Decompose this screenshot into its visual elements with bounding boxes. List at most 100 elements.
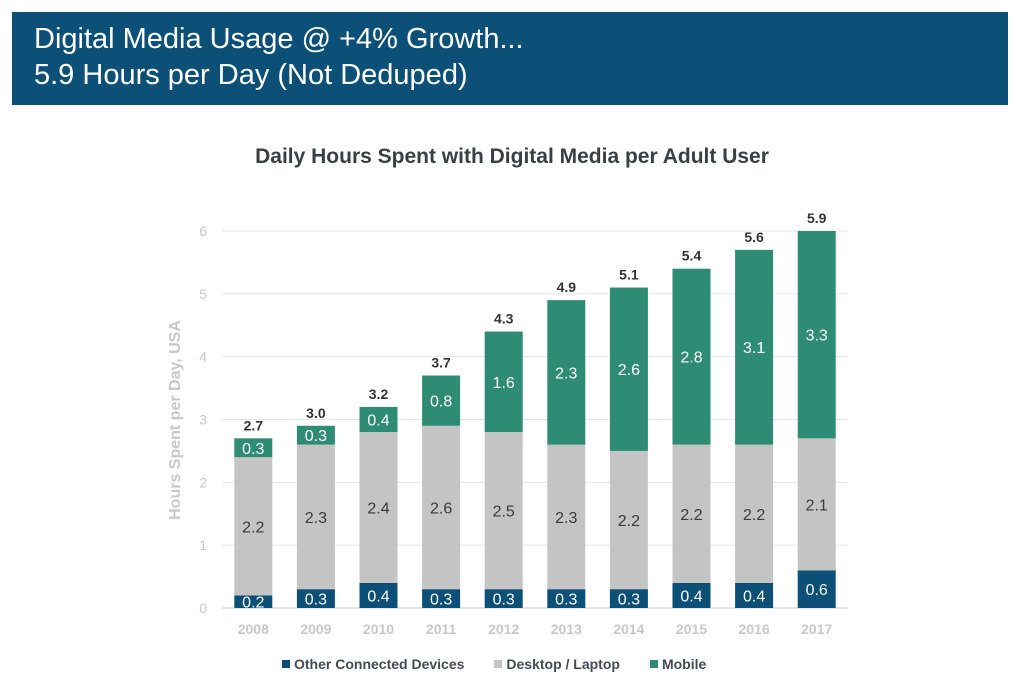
bar-segment [547, 589, 586, 608]
data-label: 2.8 [680, 350, 702, 367]
data-label: 3.1 [743, 340, 765, 357]
y-tick-label: 2 [199, 474, 207, 490]
bar-segment [672, 268, 711, 445]
y-tick-label: 0 [199, 600, 207, 616]
data-label: 0.3 [555, 592, 577, 609]
data-label: 2.6 [430, 500, 452, 517]
bar-segment [484, 331, 523, 433]
total-label: 3.7 [431, 355, 451, 371]
x-tick-label: 2012 [488, 621, 519, 637]
total-label: 2.7 [244, 417, 264, 433]
bar-segment [296, 425, 335, 445]
bar-segment [296, 444, 335, 590]
bar-segment [735, 582, 774, 608]
data-label: 0.3 [242, 441, 264, 458]
data-label: 0.3 [305, 592, 327, 609]
y-tick-label: 4 [199, 349, 207, 365]
data-label: 0.3 [618, 592, 640, 609]
bar-segment [234, 595, 273, 608]
data-label: 0.3 [305, 428, 327, 445]
bar-segment [359, 432, 398, 583]
legend-swatch [649, 660, 658, 668]
bar-segment [797, 570, 836, 608]
data-label: 2.2 [618, 513, 640, 530]
bar-segment [609, 450, 648, 590]
x-tick-label: 2009 [300, 621, 331, 637]
y-axis-label: Hours Spent per Day, USA [167, 320, 184, 520]
legend-label: Other Connected Devices [294, 656, 465, 672]
header-line-1: Digital Media Usage @ +4% Growth... [34, 23, 524, 55]
y-tick-label: 3 [199, 412, 207, 428]
total-label: 4.9 [557, 279, 577, 295]
bar-segment [797, 231, 836, 439]
bar-segment [609, 589, 648, 608]
total-label: 3.0 [306, 405, 326, 421]
data-label: 2.3 [305, 510, 327, 527]
bar-segment [484, 432, 523, 590]
header-line-2: 5.9 Hours per Day (Not Deduped) [34, 59, 468, 91]
legend-item: Other Connected Devices [282, 656, 464, 672]
data-label: 2.6 [618, 362, 640, 379]
data-label: 2.2 [743, 507, 765, 524]
total-label: 4.3 [494, 311, 514, 327]
bar-segment [672, 444, 711, 583]
x-tick-label: 2011 [426, 621, 457, 637]
data-label: 0.4 [680, 588, 702, 605]
data-label: 3.3 [806, 328, 828, 345]
total-label: 5.1 [619, 267, 639, 283]
bar-segment [359, 582, 398, 608]
data-label: 0.3 [430, 592, 452, 609]
y-tick-label: 6 [199, 223, 207, 239]
data-label: 0.4 [743, 588, 765, 605]
bar-segment [296, 589, 335, 608]
legend-swatch [494, 660, 503, 668]
data-label: 0.8 [430, 394, 452, 411]
data-label: 0.6 [806, 582, 828, 599]
x-tick-label: 2010 [363, 621, 394, 637]
y-tick-label: 1 [199, 537, 207, 553]
legend-item: Mobile [649, 656, 707, 672]
legend-item: Desktop / Laptop [494, 656, 620, 672]
bar-segment [422, 375, 461, 426]
bar-segment [609, 287, 648, 451]
y-tick-label: 5 [199, 286, 207, 302]
bar-segment [547, 300, 586, 445]
legend-swatch [282, 660, 290, 668]
bar-segment [547, 444, 586, 590]
x-tick-label: 2016 [739, 621, 770, 637]
data-label: 0.4 [367, 413, 389, 430]
x-tick-label: 2017 [801, 621, 832, 637]
bar-segment [234, 457, 273, 596]
bar-segment [422, 425, 461, 590]
chart-legend: Other Connected Devices Desktop / Laptop M… [282, 656, 706, 672]
data-label: 2.3 [555, 365, 577, 382]
total-label: 3.2 [369, 386, 389, 402]
data-label: 2.3 [555, 510, 577, 527]
bar-segment [735, 249, 774, 445]
data-label: 0.2 [242, 595, 264, 612]
data-label: 1.6 [493, 375, 515, 392]
data-label: 2.5 [493, 504, 515, 521]
data-label: 0.3 [493, 592, 515, 609]
bar-segment [422, 589, 461, 608]
data-label: 0.4 [367, 588, 389, 605]
bar-segment [672, 582, 711, 608]
data-label: 2.1 [806, 497, 828, 514]
bar-segment [797, 438, 836, 571]
data-label: 2.4 [367, 500, 389, 517]
bar-segment [735, 444, 774, 583]
x-tick-label: 2013 [551, 621, 582, 637]
total-label: 5.9 [807, 210, 827, 226]
x-tick-label: 2015 [676, 621, 707, 637]
legend-label: Mobile [661, 656, 707, 672]
chart-title: Daily Hours Spent with Digital Media per… [255, 145, 769, 168]
x-tick-label: 2014 [613, 621, 644, 637]
legend-label: Desktop / Laptop [506, 656, 620, 672]
slide-header: Digital Media Usage @ +4% Growth... 5.9 … [12, 12, 1008, 105]
x-tick-label: 2008 [238, 621, 269, 637]
data-label: 2.2 [680, 507, 702, 524]
total-label: 5.6 [744, 229, 764, 245]
bar-segment [484, 589, 523, 608]
total-label: 5.4 [682, 248, 702, 264]
